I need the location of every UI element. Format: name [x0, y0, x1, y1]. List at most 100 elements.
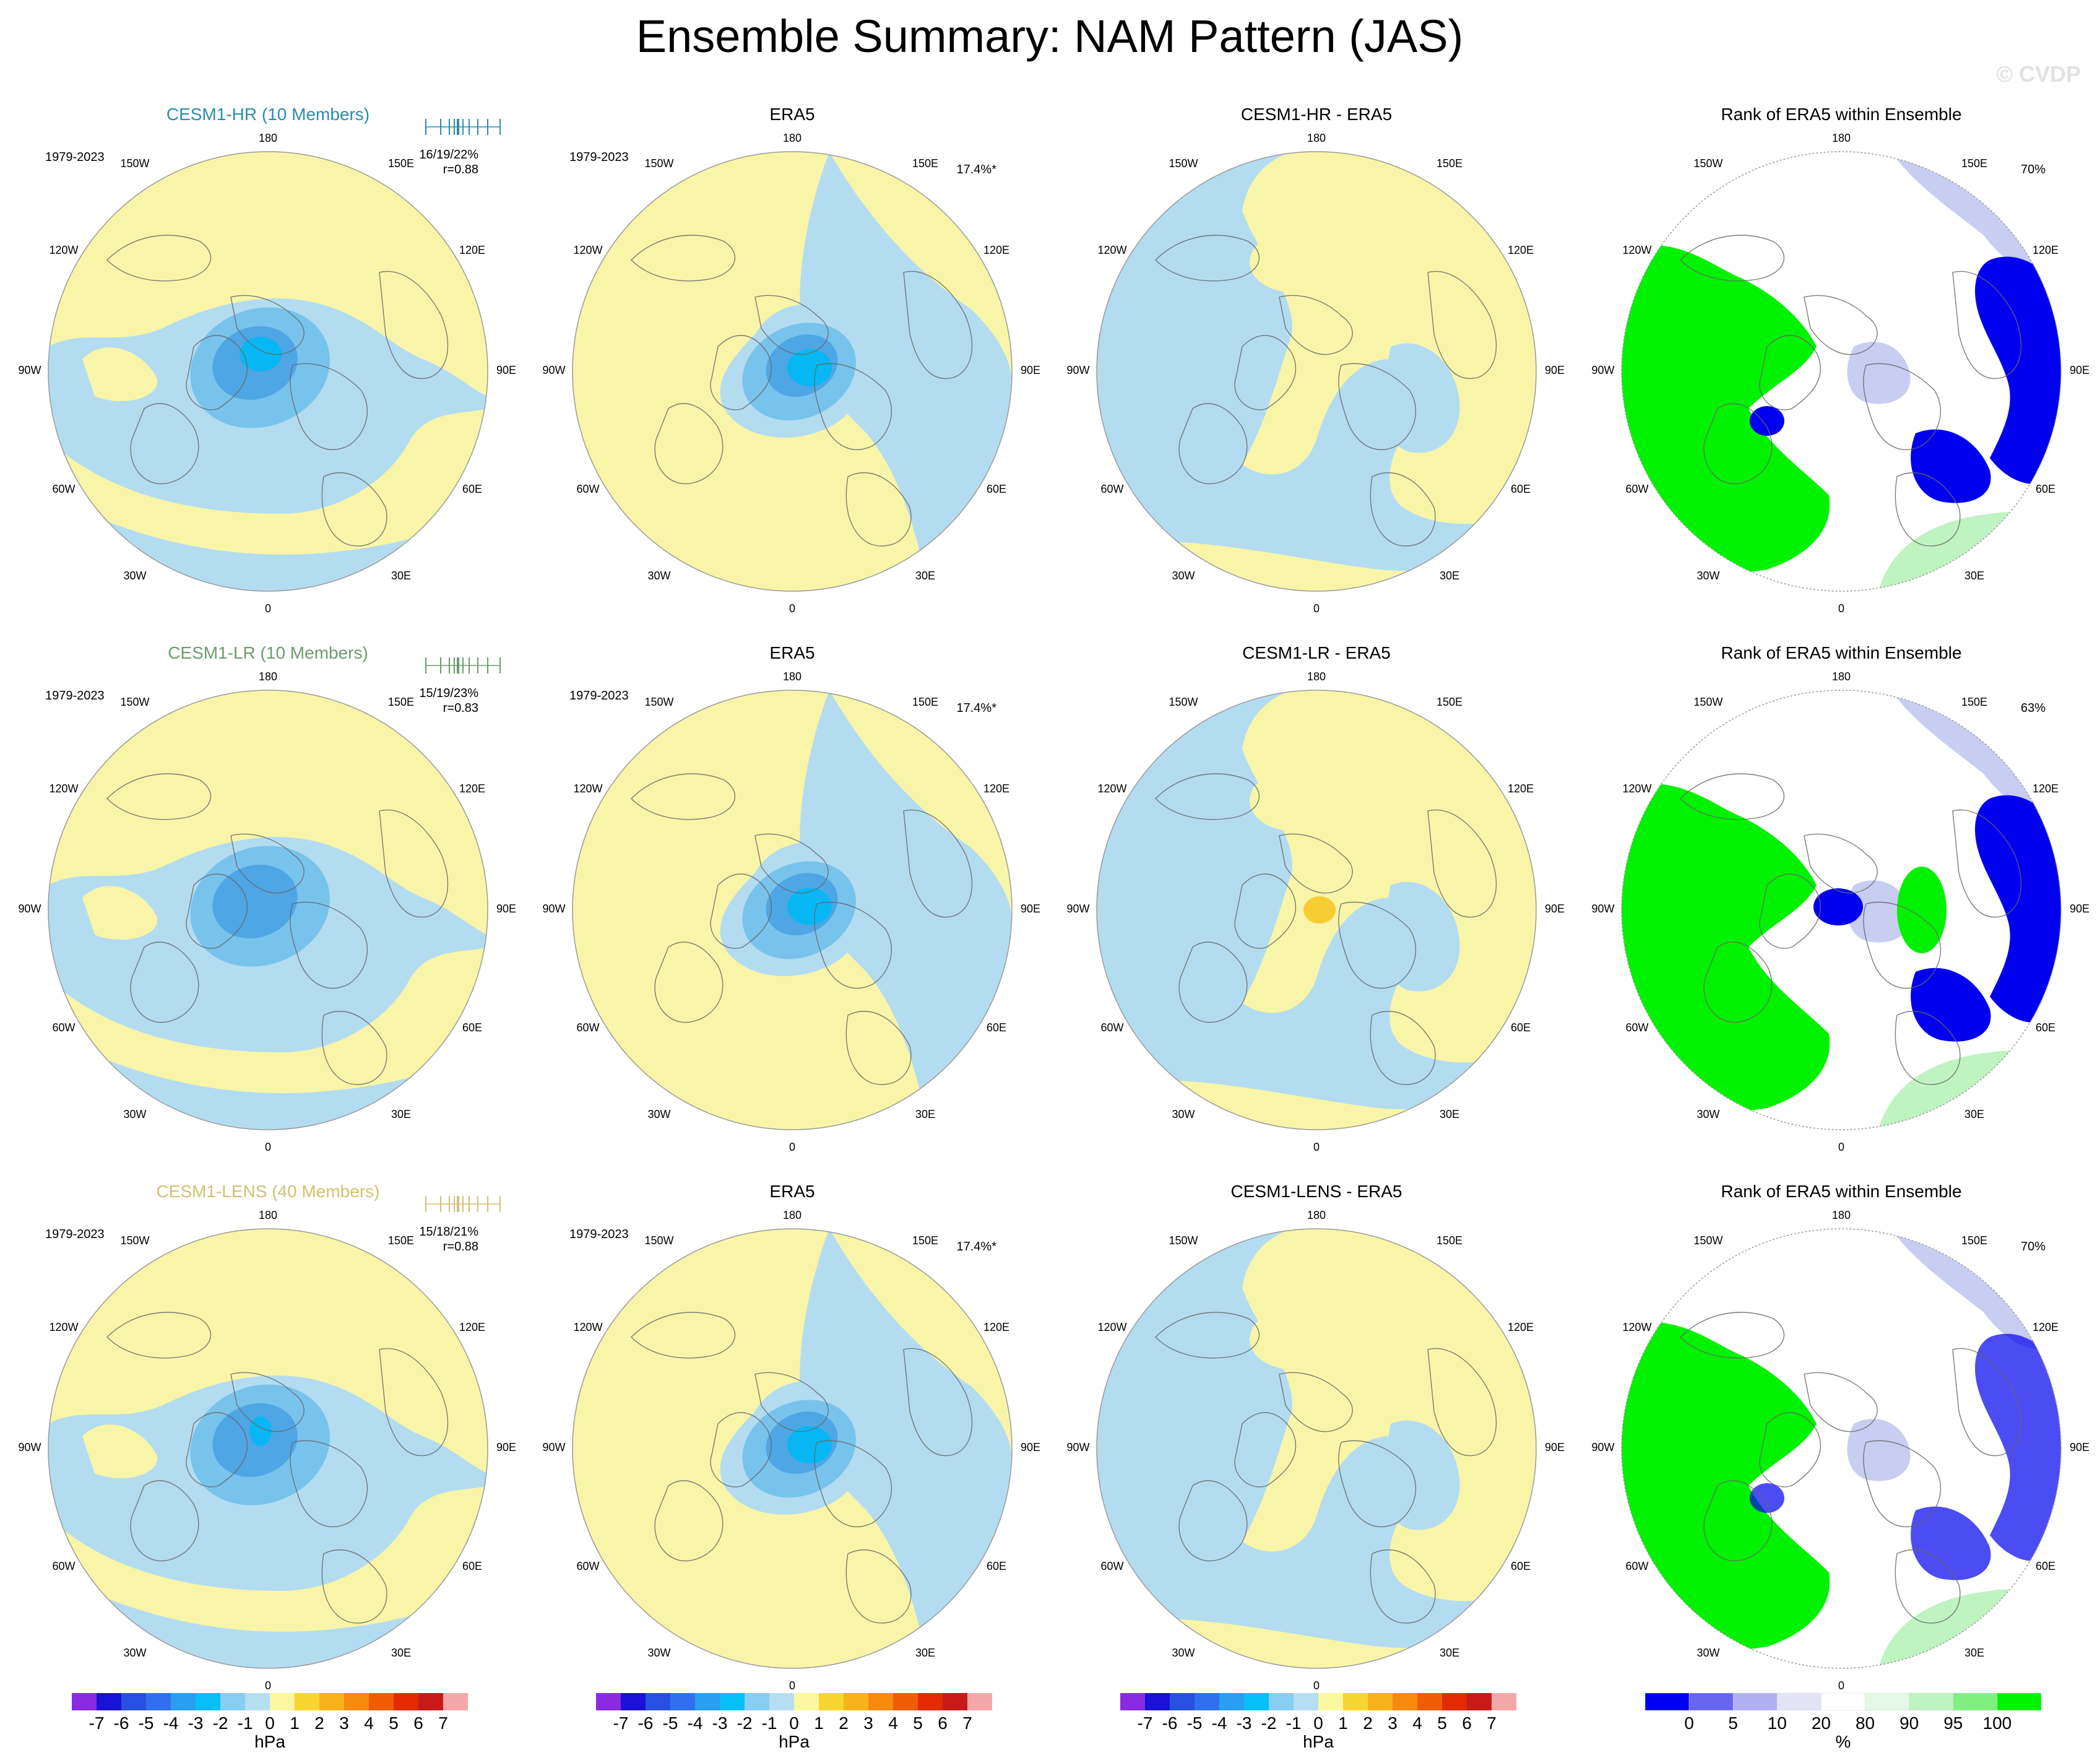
lon-label-obs-2-5: 30E: [915, 1647, 935, 1659]
panel-obs-row1: 180 150E 120E 90E 60E 30E 0 30W 60W 90W 120W 150W ER…: [542, 105, 1040, 615]
lon-label-model-1-5: 30E: [391, 1108, 411, 1120]
lon-label-rank-2-11: 150W: [1693, 1234, 1722, 1247]
lon-label-rank-1-2: 120E: [2033, 782, 2059, 795]
lon-label-diff-1-6: 0: [1313, 1141, 1320, 1153]
lon-label-model-0-11: 150W: [120, 157, 149, 170]
lon-label-obs-0-10: 120W: [573, 244, 602, 256]
colorbar-label: 5: [913, 1713, 923, 1733]
lon-label-rank-0-9: 90W: [1591, 364, 1614, 376]
lon-label-obs-2-7: 30W: [647, 1647, 670, 1659]
colorbar-label: -1: [762, 1713, 777, 1733]
rank-colorbar: 0 5 10 20 80 90 95 100%: [1644, 1692, 2042, 1751]
lon-label-obs-1-0: 180: [783, 670, 802, 683]
lon-label-diff-1-2: 120E: [1508, 782, 1534, 795]
correlation-label: r=0.88: [443, 163, 478, 176]
period-label: 1979-2023: [569, 150, 629, 164]
lon-label-diff-1-8: 60W: [1100, 1021, 1123, 1034]
lon-label-obs-1-3: 90E: [1021, 903, 1040, 915]
lon-label-diff-0-10: 120W: [1097, 244, 1126, 256]
panel-title: CESM1-LR (10 Members): [168, 643, 368, 662]
colorbar-label: -4: [163, 1713, 179, 1733]
lon-label-model-1-10: 120W: [49, 782, 78, 795]
lon-label-model-0-10: 120W: [49, 244, 78, 256]
colorbar-label: -6: [1162, 1713, 1178, 1733]
lon-label-obs-0-5: 30E: [915, 570, 935, 582]
lon-label-diff-1-0: 180: [1307, 670, 1326, 683]
lon-label-obs-2-4: 60E: [987, 1560, 1006, 1572]
pc-whisker-plot: [425, 119, 501, 135]
lon-label-rank-1-9: 90W: [1591, 903, 1614, 915]
panel-diff-row3: 180 150E 120E 90E 60E 30E 0 30W 60W 90W 120W 150W CE…: [1066, 1182, 1565, 1692]
colorbar-label: 5: [1728, 1713, 1738, 1733]
pct-label: 70%: [2021, 1240, 2046, 1254]
colorbar-label: -3: [188, 1713, 204, 1733]
colorbar-label: -5: [1187, 1713, 1203, 1733]
pressure-colorbar: -7 -6 -5 -4 -3 -2 -1 0 1 2 3 4 5 6 7 hPa: [72, 1693, 468, 1751]
lon-label-obs-1-11: 150W: [644, 696, 673, 708]
colorbar-label: -7: [89, 1713, 105, 1733]
lon-label-rank-2-4: 60E: [2036, 1560, 2055, 1572]
panel-title: CESM1-LENS - ERA5: [1231, 1182, 1402, 1201]
pct-label: 63%: [2021, 701, 2046, 715]
lon-label-model-0-2: 120E: [459, 244, 485, 256]
lon-label-diff-1-5: 30E: [1440, 1108, 1459, 1120]
lon-label-diff-0-9: 90W: [1066, 364, 1089, 376]
lon-label-rank-0-3: 90E: [2070, 364, 2089, 376]
lon-label-obs-1-4: 60E: [987, 1021, 1006, 1034]
lon-label-obs-2-9: 90W: [542, 1441, 565, 1453]
lon-label-diff-2-1: 150E: [1437, 1234, 1463, 1247]
lon-label-diff-1-7: 30W: [1172, 1108, 1195, 1120]
lon-label-obs-0-0: 180: [783, 132, 802, 144]
lon-label-obs-1-7: 30W: [647, 1108, 670, 1120]
lon-label-rank-2-7: 30W: [1696, 1647, 1719, 1659]
panel-title: Rank of ERA5 within Ensemble: [1721, 643, 1961, 662]
colorbar-label: -3: [1237, 1713, 1252, 1733]
lon-label-model-1-9: 90W: [18, 903, 41, 915]
correlation-label: r=0.88: [443, 1240, 478, 1254]
lon-label-model-2-8: 60W: [52, 1560, 75, 1572]
pct-variance-label: 15/19/23%: [419, 687, 478, 700]
colorbar-label: 4: [364, 1713, 374, 1733]
lon-label-obs-0-6: 0: [789, 602, 795, 615]
lon-label-rank-2-6: 0: [1838, 1679, 1844, 1692]
colorbar-label: -7: [1138, 1713, 1153, 1733]
colorbar-label: 3: [339, 1713, 349, 1733]
colorbar-label: -3: [712, 1713, 728, 1733]
colorbar-label: 80: [1856, 1713, 1875, 1733]
panel-title: ERA5: [769, 1182, 815, 1201]
lon-label-rank-1-11: 150W: [1693, 696, 1722, 708]
correlation-label: r=0.83: [443, 701, 478, 715]
panel-title: Rank of ERA5 within Ensemble: [1721, 105, 1961, 124]
lon-label-obs-0-1: 150E: [912, 157, 938, 170]
lon-label-diff-2-3: 90E: [1545, 1441, 1565, 1453]
colorbar-label: -2: [1261, 1713, 1277, 1733]
pc-whisker-plot: [425, 657, 501, 674]
colorbar-label: -1: [1286, 1713, 1302, 1733]
panel-rank-row1: 180 150E 120E 90E 60E 30E 0 30W 60W 90W 120W 150W Ra…: [1591, 105, 2089, 615]
lon-label-obs-0-11: 150W: [644, 157, 673, 170]
lon-label-diff-1-11: 150W: [1169, 696, 1198, 708]
lon-label-obs-2-8: 60W: [576, 1560, 599, 1572]
lon-label-obs-2-11: 150W: [644, 1234, 673, 1247]
lon-label-obs-0-7: 30W: [647, 570, 670, 582]
lon-label-model-0-4: 60E: [462, 483, 482, 495]
lon-label-diff-0-2: 120E: [1508, 244, 1534, 256]
colorbar-label: 3: [863, 1713, 873, 1733]
lon-label-model-0-6: 0: [265, 602, 271, 615]
colorbar-label: 7: [1487, 1713, 1497, 1733]
pct-variance-label: 15/18/21%: [419, 1225, 478, 1239]
lon-label-rank-2-10: 120W: [1622, 1321, 1651, 1333]
lon-label-rank-2-2: 120E: [2033, 1321, 2059, 1333]
lon-label-model-2-5: 30E: [391, 1647, 411, 1659]
lon-label-diff-2-2: 120E: [1508, 1321, 1534, 1333]
lon-label-obs-0-8: 60W: [576, 483, 599, 495]
period-label: 1979-2023: [569, 689, 629, 703]
lon-label-rank-1-6: 0: [1838, 1141, 1844, 1153]
lon-label-model-0-7: 30W: [123, 570, 146, 582]
colorbar-units: %: [1836, 1732, 1851, 1751]
lon-label-obs-2-2: 120E: [983, 1321, 1009, 1333]
lon-label-diff-0-1: 150E: [1437, 157, 1463, 170]
lon-label-obs-0-4: 60E: [987, 483, 1006, 495]
colorbar-label: 2: [839, 1713, 849, 1733]
lon-label-model-0-8: 60W: [52, 483, 75, 495]
